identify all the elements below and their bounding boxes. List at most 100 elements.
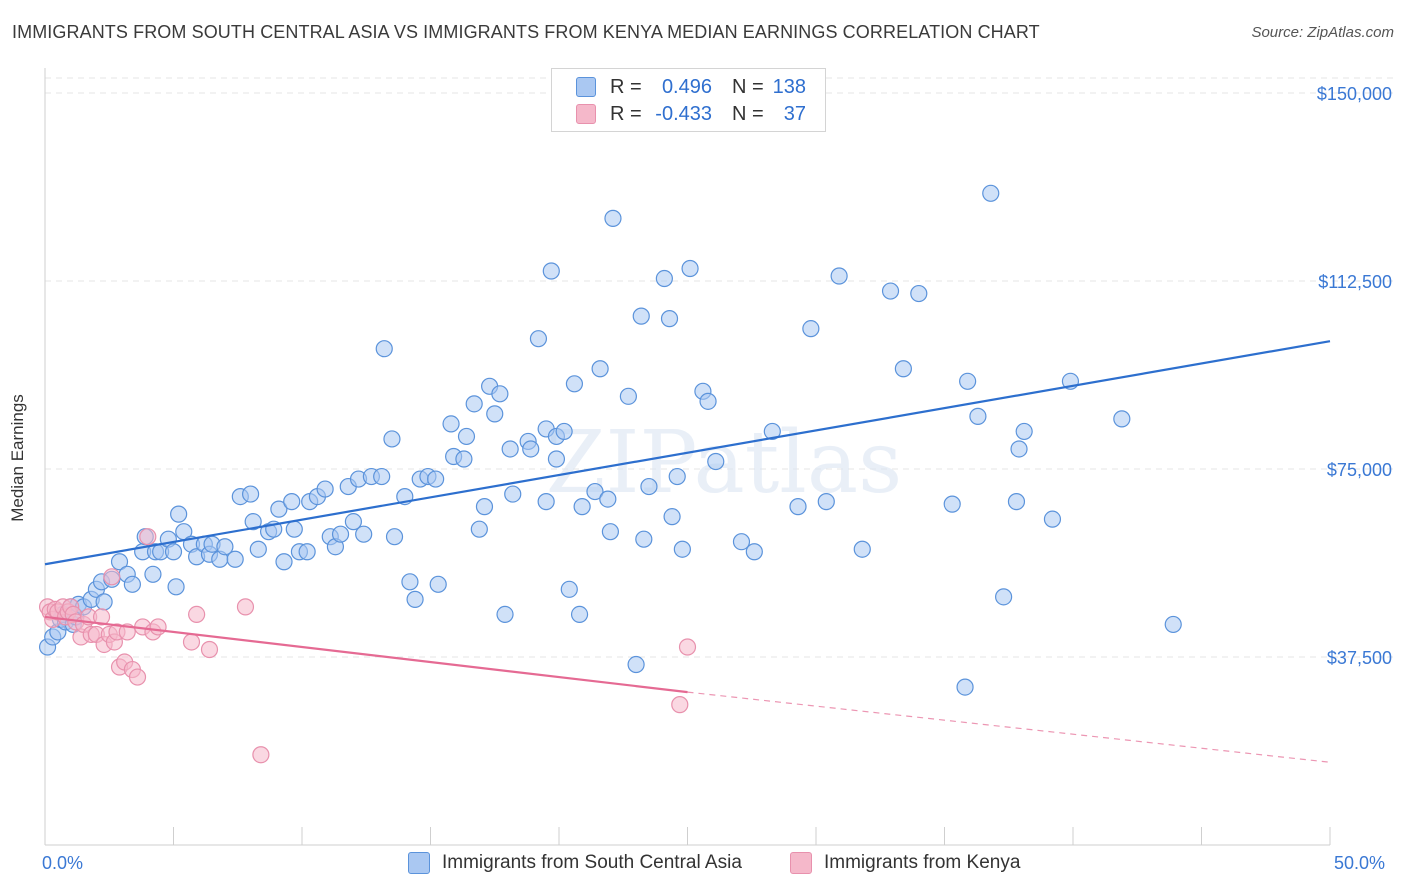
data-point-south-central-asia [745,543,763,561]
data-point-south-central-asia [635,530,653,548]
legend-r-value: -0.433 [655,102,712,125]
data-point-south-central-asia [673,540,691,558]
data-point-south-central-asia [604,209,622,227]
data-point-south-central-asia [995,588,1013,606]
trend-line-kenya [44,615,688,694]
data-point-south-central-asia [537,493,555,511]
trend-lines [44,340,1331,763]
y-tick-labels: $37,500 $75,000 $112,500 $150,000 [1317,84,1392,668]
data-point-south-central-asia [373,467,391,486]
data-point-south-central-asia [542,262,560,280]
legend-item-kenya: Immigrants from Kenya [790,852,1020,874]
data-point-south-central-asia [1043,510,1062,528]
data-point-south-central-asia [249,540,267,558]
data-point-south-central-asia [565,375,584,393]
legend-n-value: 138 [772,75,806,98]
y-tick-label: $150,000 [1317,84,1392,104]
data-point-kenya [139,528,157,546]
data-point-kenya [678,638,697,656]
legend-swatch-pink [576,104,596,124]
data-point-south-central-asia [586,482,604,501]
data-point-kenya [252,746,270,764]
data-point-south-central-asia [475,498,494,516]
data-point-south-central-asia [956,678,974,696]
trend-line-kenya-extension [687,691,1331,763]
data-point-south-central-asia [164,543,183,561]
legend-n-value: 37 [783,102,806,125]
axes [44,68,1331,846]
data-point-south-central-asia [663,508,681,526]
data-point-kenya [188,605,206,623]
data-point-south-central-asia [144,565,162,583]
data-point-south-central-asia [881,282,900,300]
data-point-south-central-asia [442,415,460,433]
x-tick-label-right: 50.0% [1334,853,1386,873]
data-point-kenya [182,633,201,651]
series-south-central-asia [38,184,1182,696]
legend-r-value: 0.496 [661,75,712,98]
data-point-south-central-asia [802,320,820,338]
data-point-south-central-asia [504,485,522,503]
data-point-south-central-asia [894,360,912,378]
data-point-kenya [236,598,255,616]
data-point-south-central-asia [547,450,566,468]
legend-swatch-pink [790,852,812,874]
data-point-south-central-asia [529,330,548,348]
legend-r-label: R = [610,75,642,98]
data-point-south-central-asia [344,513,362,531]
data-point-south-central-asia [242,485,260,503]
data-point-south-central-asia [95,593,113,611]
data-point-south-central-asia [817,493,835,511]
data-point-south-central-asia [853,540,871,558]
data-point-south-central-asia [406,590,424,608]
data-point-south-central-asia [275,553,293,571]
data-point-south-central-asia [789,498,807,516]
series-kenya [38,528,697,764]
data-point-south-central-asia [655,269,673,288]
data-point-kenya [128,668,147,686]
chart-title: IMMIGRANTS FROM SOUTH CENTRAL ASIA VS IM… [12,22,1040,42]
data-point-south-central-asia [331,525,350,543]
data-point-south-central-asia [699,392,717,410]
data-point-south-central-asia [560,580,578,598]
data-point-south-central-asia [110,553,129,571]
data-point-south-central-asia [1164,615,1182,634]
data-point-south-central-asia [216,538,234,556]
legend-n-label: N = [732,102,764,125]
data-point-south-central-asia [660,310,679,328]
data-point-south-central-asia [1007,493,1026,511]
legend-item-south-central-asia: Immigrants from South Central Asia [408,852,742,874]
y-tick-label: $37,500 [1327,648,1392,668]
data-point-south-central-asia [167,578,185,596]
data-point-south-central-asia [943,495,961,513]
series-legend: Immigrants from South Central Asia Immig… [0,852,1406,878]
data-point-south-central-asia [270,500,288,518]
data-point-south-central-asia [640,477,658,496]
data-point-south-central-asia [1113,410,1131,428]
legend-swatch-blue [408,852,430,874]
data-point-south-central-asia [1010,440,1028,458]
data-point-south-central-asia [285,520,303,538]
data-point-south-central-asia [601,523,620,541]
data-point-south-central-asia [470,520,488,538]
legend-n-label: N = [732,75,764,98]
data-point-kenya [103,568,121,586]
data-point-kenya [92,608,111,626]
data-point-south-central-asia [298,543,316,561]
data-point-south-central-asia [226,550,244,568]
data-point-south-central-asia [668,467,686,486]
data-point-south-central-asia [486,405,504,423]
data-point-south-central-asia [244,513,262,531]
legend-label-kenya: Immigrants from Kenya [824,852,1021,873]
legend-row-south-central-asia: R = 0.496 N = 138 [576,73,806,101]
data-point-south-central-asia [969,407,987,425]
data-point-south-central-asia [283,493,301,511]
correlation-legend: R = 0.496 N = 138 R = -0.433 N = 37 [551,68,826,132]
legend-row-kenya: R = -0.433 N = 37 [576,100,806,128]
data-point-south-central-asia [910,284,928,303]
data-point-south-central-asia [170,505,188,523]
data-point-south-central-asia [570,605,589,623]
data-point-south-central-asia [627,655,645,674]
data-point-south-central-asia [385,528,404,546]
